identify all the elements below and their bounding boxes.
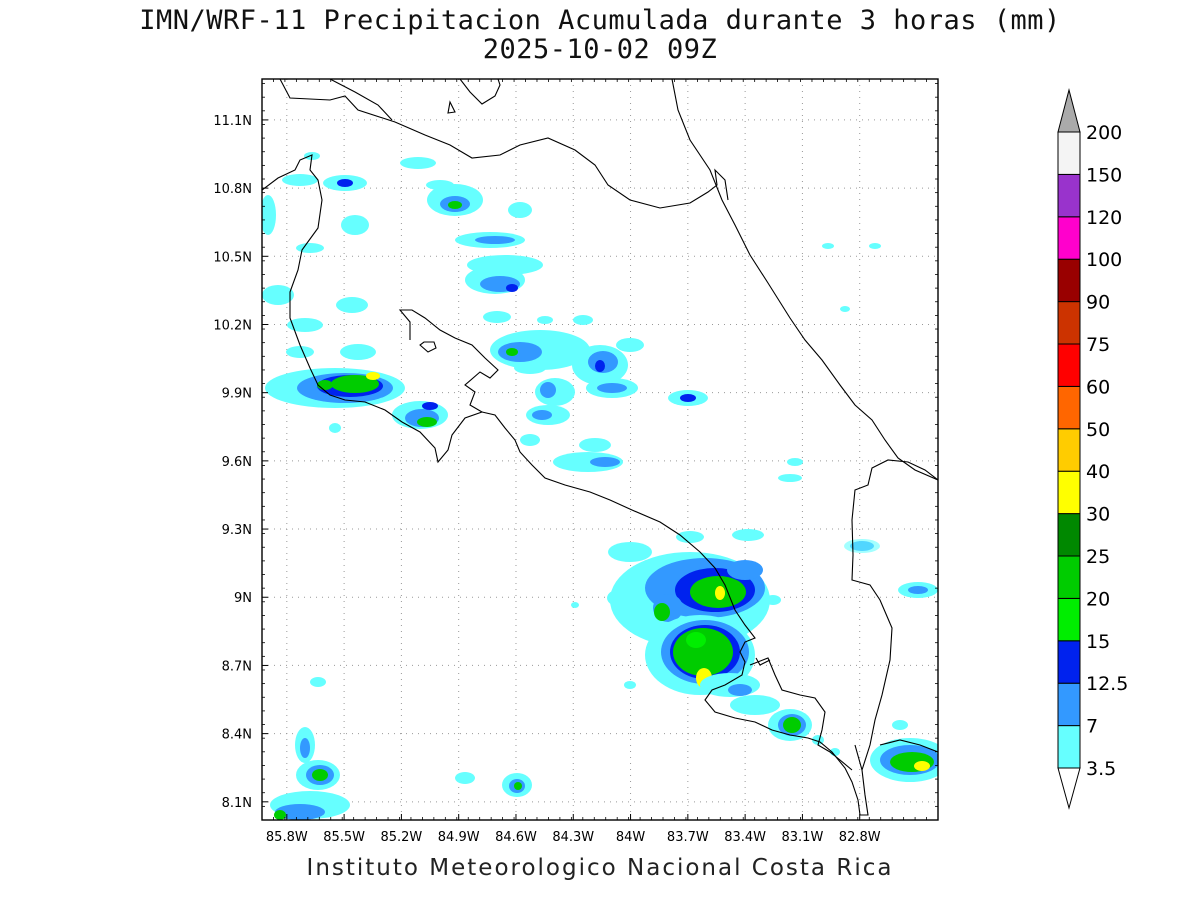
colorbar-label: 15 (1086, 631, 1110, 653)
colorbar-swatch (1057, 216, 1081, 260)
colorbar-swatch (1057, 301, 1081, 345)
colorbar-swatch (1057, 597, 1081, 642)
x-tick-label: 85.5W (323, 830, 365, 845)
colorbar-swatch (1057, 428, 1081, 472)
colorbar-label: 3.5 (1086, 758, 1116, 780)
colorbar-label: 200 (1086, 122, 1122, 144)
x-tick-label: 84.6W (495, 830, 537, 845)
colorbar-swatch (1057, 173, 1081, 218)
colorbar-swatch (1057, 513, 1081, 557)
axis-ticks: 85.8W 85.5W 85.2W 84.9W 84.6W 84.3W 84W 83.7W 83… (213, 79, 939, 845)
y-tick-label: 9.6N (222, 455, 252, 470)
colorbar-label: 120 (1086, 207, 1122, 229)
y-tick-label: 9.3N (222, 523, 252, 538)
colorbar-swatch (1057, 385, 1081, 430)
colorbar-swatch (1057, 343, 1081, 387)
x-tick-label: 83.7W (667, 830, 709, 845)
colorbar-swatch (1057, 640, 1081, 684)
x-tick-label: 83.4W (724, 830, 766, 845)
y-tick-label: 9.9N (222, 387, 252, 402)
colorbar-swatch (1057, 258, 1081, 303)
x-tick-label: 85.2W (380, 830, 422, 845)
y-tick-label: 10.8N (213, 182, 252, 197)
map-title: IMN/WRF-11 Precipitacion Acumulada duran… (139, 5, 1061, 36)
colorbar-label: 12.5 (1086, 673, 1128, 695)
colorbar-label: 40 (1086, 461, 1110, 483)
coastline-borders (262, 79, 938, 816)
colorbar-label: 25 (1086, 546, 1110, 568)
y-tick-label: 8.1N (222, 796, 252, 811)
y-tick-label: 11.1N (213, 114, 252, 129)
y-tick-label: 10.2N (213, 318, 252, 333)
x-tick-label: 85.8W (266, 830, 308, 845)
map-subtitle-date: 2025-10-02 09Z (482, 34, 718, 65)
colorbar-over-arrow (1057, 88, 1081, 133)
colorbar-swatch (1057, 725, 1081, 769)
y-tick-label: 9N (234, 591, 252, 606)
color-legend: 3.5 7 12.5 15 20 25 30 40 50 60 75 90 100 120 150 200 (1057, 88, 1128, 810)
precipitation-field (262, 152, 938, 820)
colorbar-label: 75 (1086, 334, 1110, 356)
footer-credit: Instituto Meteorologico Nacional Costa R… (306, 855, 894, 881)
y-tick-label: 8.4N (222, 728, 252, 743)
colorbar-label: 90 (1086, 292, 1110, 314)
colorbar-label: 60 (1086, 376, 1110, 398)
colorbar-label: 50 (1086, 419, 1110, 441)
colorbar-under-arrow (1057, 767, 1081, 810)
colorbar-swatch (1057, 131, 1081, 175)
map-frame (261, 78, 939, 821)
colorbar-label: 7 (1086, 716, 1098, 738)
x-tick-label: 84.3W (552, 830, 594, 845)
colorbar-label: 20 (1086, 588, 1110, 610)
colorbar-label: 150 (1086, 164, 1122, 186)
x-tick-label: 84W (616, 830, 646, 845)
x-tick-label: 84.9W (438, 830, 480, 845)
x-tick-label: 83.1W (782, 830, 824, 845)
x-tick-label: 82.8W (839, 830, 881, 845)
colorbar-swatch (1057, 682, 1081, 727)
y-tick-label: 10.5N (213, 250, 252, 265)
y-tick-label: 8.7N (222, 659, 252, 674)
colorbar-label: 100 (1086, 249, 1122, 271)
colorbar-label: 30 (1086, 504, 1110, 526)
colorbar-swatch (1057, 470, 1081, 515)
colorbar-swatch (1057, 555, 1081, 599)
